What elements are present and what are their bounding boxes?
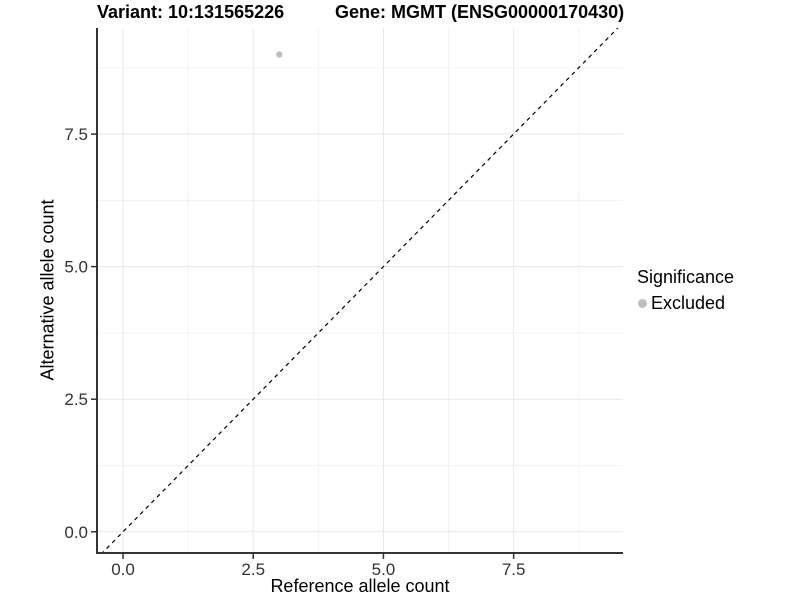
y-tick-label: 5.0 — [64, 258, 88, 277]
identity-reference-line — [101, 28, 619, 553]
legend-marker-circle-icon — [638, 299, 647, 308]
y-axis-title: Alternative allele count — [37, 199, 58, 381]
plot-title-gene: Gene: MGMT (ENSG00000170430) — [335, 2, 625, 22]
data-point — [276, 51, 283, 58]
legend-title: Significance — [637, 267, 735, 287]
x-tick-label: 0.0 — [111, 560, 135, 579]
legend: Significance Excluded — [637, 267, 734, 314]
x-tick-label: 2.5 — [241, 560, 265, 579]
x-tick-label: 5.0 — [372, 560, 396, 579]
y-tick-label: 0.0 — [64, 523, 88, 542]
x-axis-title: Reference allele count — [270, 576, 450, 596]
legend-entry-excluded: Excluded — [638, 293, 734, 314]
x-tick-label: 7.5 — [502, 560, 526, 579]
y-tick-label: 7.5 — [64, 125, 88, 144]
plot-title-variant: Variant: 10:131565226 — [97, 2, 285, 22]
y-tick-label: 2.5 — [64, 390, 88, 409]
legend-entry-label: Excluded — [651, 293, 726, 313]
